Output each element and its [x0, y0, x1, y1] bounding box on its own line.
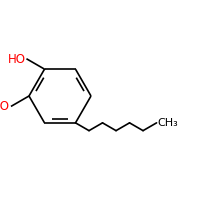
- Text: HO: HO: [0, 99, 10, 112]
- Text: CH₃: CH₃: [158, 118, 178, 128]
- Text: HO: HO: [8, 53, 26, 66]
